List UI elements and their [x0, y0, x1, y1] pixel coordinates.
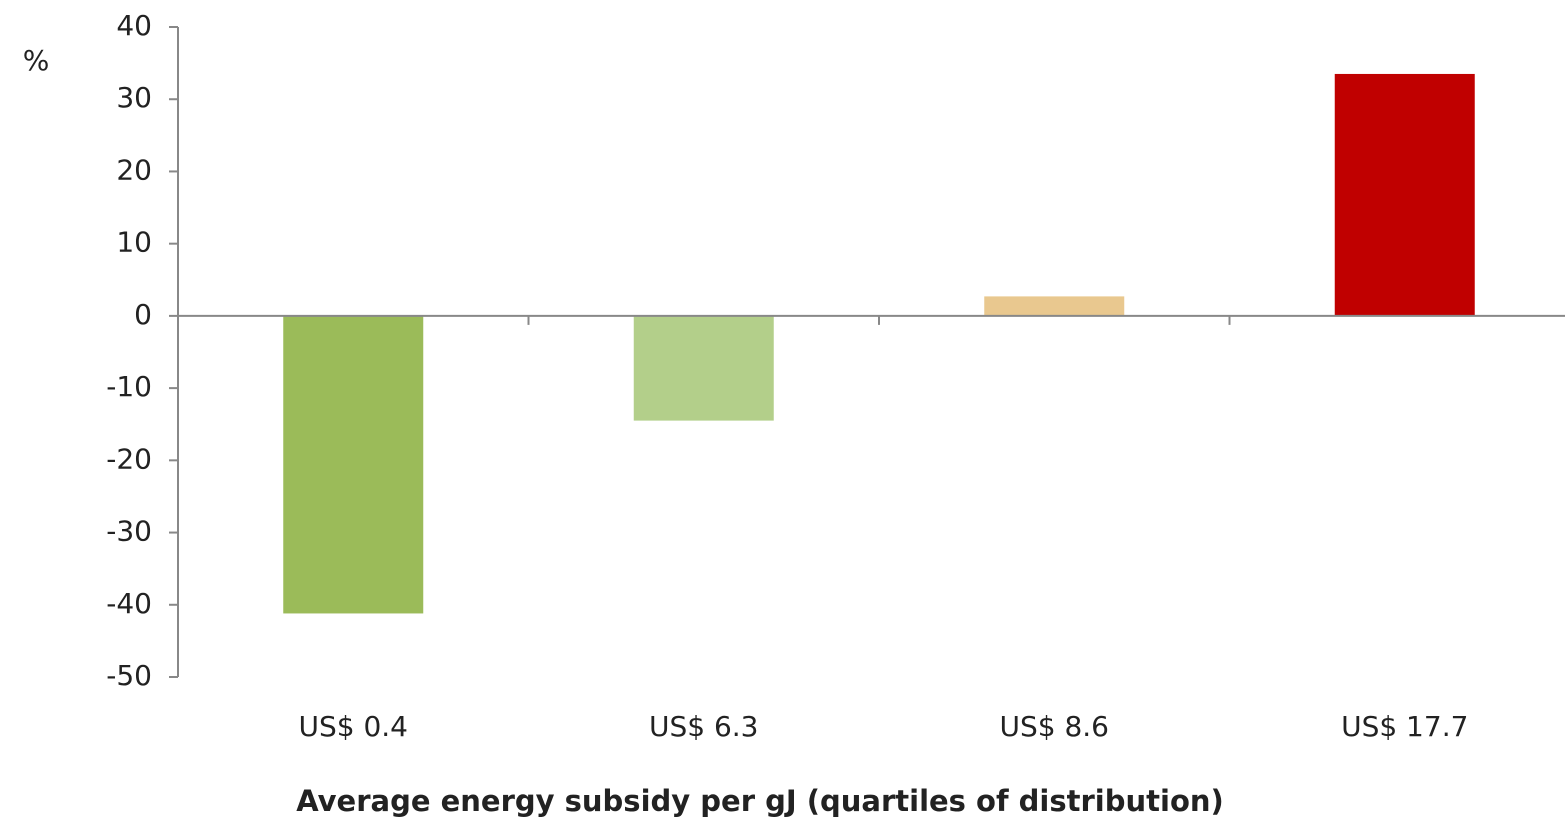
y-tick-label: -10 [106, 370, 152, 403]
y-tick-label: 20 [116, 153, 152, 186]
y-tick-label: 40 [116, 9, 152, 42]
y-tick-label: -20 [106, 442, 152, 475]
x-axis-title: Average energy subsidy per gJ (quartiles… [296, 784, 1224, 818]
x-tick-label: US$ 8.6 [999, 710, 1109, 743]
y-tick-label: 10 [116, 226, 152, 259]
y-tick-label: 0 [134, 298, 152, 331]
x-tick-label: US$ 6.3 [649, 710, 759, 743]
y-tick-label: -50 [106, 659, 152, 692]
y-tick-label: 30 [116, 81, 152, 114]
y-tick-label: -30 [106, 515, 152, 548]
x-tick-label: US$ 0.4 [298, 710, 408, 743]
bar [984, 296, 1125, 316]
x-tick-label: US$ 17.7 [1341, 710, 1468, 743]
bar [1334, 73, 1475, 316]
y-axis-label: % [23, 44, 50, 77]
bar [633, 315, 774, 421]
y-tick-label: -40 [106, 587, 152, 620]
bar [283, 315, 424, 614]
